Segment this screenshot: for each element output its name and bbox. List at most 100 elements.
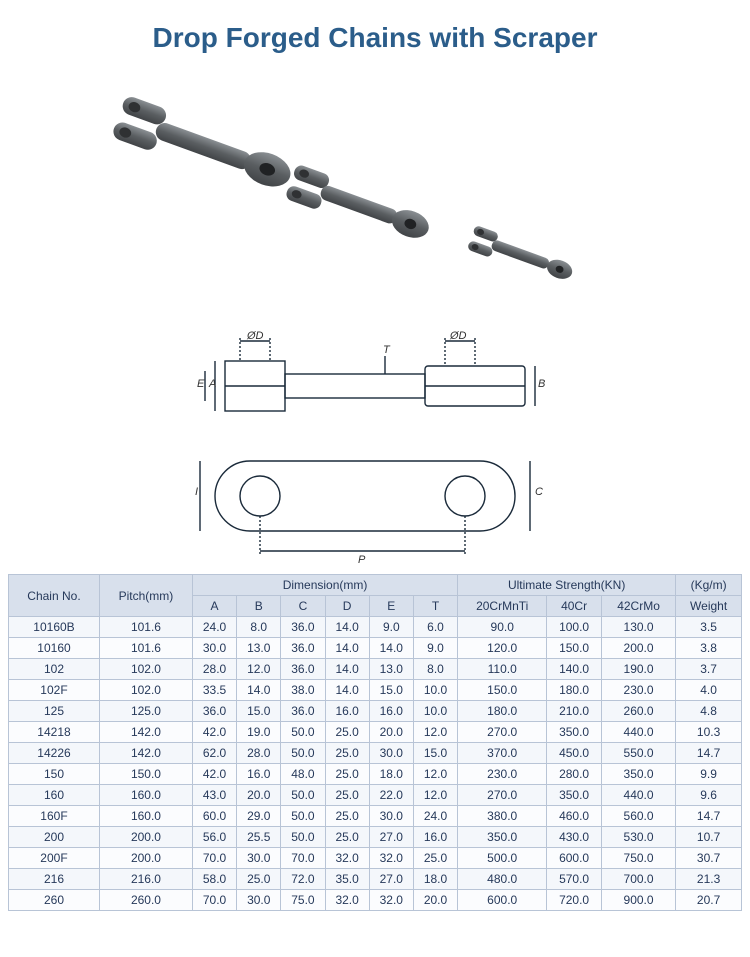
table-cell: 130.0 [601, 617, 675, 638]
dim-d1: ØD [247, 330, 264, 342]
col-mat-40cr: 40Cr [547, 596, 602, 617]
table-cell: 190.0 [601, 659, 675, 680]
chain-link-medium [275, 162, 455, 272]
table-cell: 32.0 [325, 848, 369, 869]
table-cell: 14.0 [325, 617, 369, 638]
table-cell: 15.0 [369, 680, 413, 701]
table-cell: 14.0 [325, 680, 369, 701]
table-cell: 25.0 [325, 806, 369, 827]
table-cell: 160.0 [99, 806, 192, 827]
col-mat-42crmo: 42CrMo [601, 596, 675, 617]
table-cell: 350.0 [547, 722, 602, 743]
table-cell: 500.0 [458, 848, 547, 869]
table-cell: 450.0 [547, 743, 602, 764]
col-weight: Weight [676, 596, 742, 617]
table-cell: 29.0 [237, 806, 281, 827]
table-cell: 102.0 [99, 659, 192, 680]
col-dim-e: E [369, 596, 413, 617]
table-cell: 350.0 [547, 785, 602, 806]
table-cell: 216.0 [99, 869, 192, 890]
table-cell: 14.7 [676, 743, 742, 764]
table-cell: 10.0 [413, 680, 457, 701]
table-cell: 50.0 [281, 806, 325, 827]
product-photo-area [0, 72, 750, 322]
table-cell: 200 [9, 827, 100, 848]
table-cell: 230.0 [601, 680, 675, 701]
table-cell: 480.0 [458, 869, 547, 890]
table-cell: 3.5 [676, 617, 742, 638]
dim-t: T [383, 344, 390, 356]
table-cell: 36.0 [281, 701, 325, 722]
table-cell: 62.0 [192, 743, 236, 764]
table-cell: 560.0 [601, 806, 675, 827]
table-cell: 9.6 [676, 785, 742, 806]
table-cell: 21.3 [676, 869, 742, 890]
table-cell: 25.0 [325, 785, 369, 806]
table-cell: 350.0 [601, 764, 675, 785]
table-cell: 14.0 [325, 659, 369, 680]
table-cell: 750.0 [601, 848, 675, 869]
table-cell: 13.0 [237, 638, 281, 659]
table-cell: 48.0 [281, 764, 325, 785]
table-cell: 216 [9, 869, 100, 890]
table-cell: 260.0 [99, 890, 192, 911]
table-cell: 350.0 [458, 827, 547, 848]
table-cell: 200F [9, 848, 100, 869]
table-cell: 230.0 [458, 764, 547, 785]
table-cell: 3.7 [676, 659, 742, 680]
table-cell: 260.0 [601, 701, 675, 722]
table-cell: 33.5 [192, 680, 236, 701]
table-cell: 200.0 [99, 848, 192, 869]
table-row: 260260.070.030.075.032.032.020.0600.0720… [9, 890, 742, 911]
table-cell: 72.0 [281, 869, 325, 890]
table-cell: 180.0 [547, 680, 602, 701]
table-cell: 30.0 [369, 806, 413, 827]
table-cell: 42.0 [192, 764, 236, 785]
table-cell: 280.0 [547, 764, 602, 785]
table-cell: 43.0 [192, 785, 236, 806]
table-cell: 102.0 [99, 680, 192, 701]
table-row: 10160B101.624.08.036.014.09.06.090.0100.… [9, 617, 742, 638]
table-row: 200200.056.025.550.025.027.016.0350.0430… [9, 827, 742, 848]
table-cell: 24.0 [192, 617, 236, 638]
table-cell: 12.0 [413, 785, 457, 806]
table-cell: 30.0 [192, 638, 236, 659]
col-dim-a: A [192, 596, 236, 617]
table-cell: 35.0 [325, 869, 369, 890]
table-cell: 12.0 [413, 722, 457, 743]
table-cell: 30.0 [237, 890, 281, 911]
table-cell: 25.0 [325, 722, 369, 743]
table-cell: 125 [9, 701, 100, 722]
table-cell: 25.0 [325, 743, 369, 764]
table-row: 14218142.042.019.050.025.020.012.0270.03… [9, 722, 742, 743]
table-cell: 101.6 [99, 638, 192, 659]
table-cell: 700.0 [601, 869, 675, 890]
table-cell: 28.0 [237, 743, 281, 764]
table-cell: 20.7 [676, 890, 742, 911]
table-cell: 14.7 [676, 806, 742, 827]
table-cell: 9.0 [413, 638, 457, 659]
table-cell: 25.0 [237, 869, 281, 890]
table-cell: 570.0 [547, 869, 602, 890]
table-cell: 150.0 [547, 638, 602, 659]
col-dimension: Dimension(mm) [192, 575, 457, 596]
col-mat-20crmnti: 20CrMnTi [458, 596, 547, 617]
table-cell: 50.0 [281, 785, 325, 806]
table-cell: 270.0 [458, 722, 547, 743]
table-cell: 150 [9, 764, 100, 785]
col-pitch: Pitch(mm) [99, 575, 192, 617]
table-row: 102F102.033.514.038.014.015.010.0150.018… [9, 680, 742, 701]
table-cell: 270.0 [458, 785, 547, 806]
table-cell: 18.0 [369, 764, 413, 785]
table-cell: 25.0 [413, 848, 457, 869]
table-cell: 20.0 [413, 890, 457, 911]
table-cell: 440.0 [601, 722, 675, 743]
chain-link-small [460, 222, 590, 302]
table-cell: 36.0 [281, 638, 325, 659]
table-cell: 24.0 [413, 806, 457, 827]
table-cell: 25.0 [325, 827, 369, 848]
table-cell: 32.0 [369, 890, 413, 911]
table-cell: 28.0 [192, 659, 236, 680]
table-row: 216216.058.025.072.035.027.018.0480.0570… [9, 869, 742, 890]
col-kgm: (Kg/m) [676, 575, 742, 596]
